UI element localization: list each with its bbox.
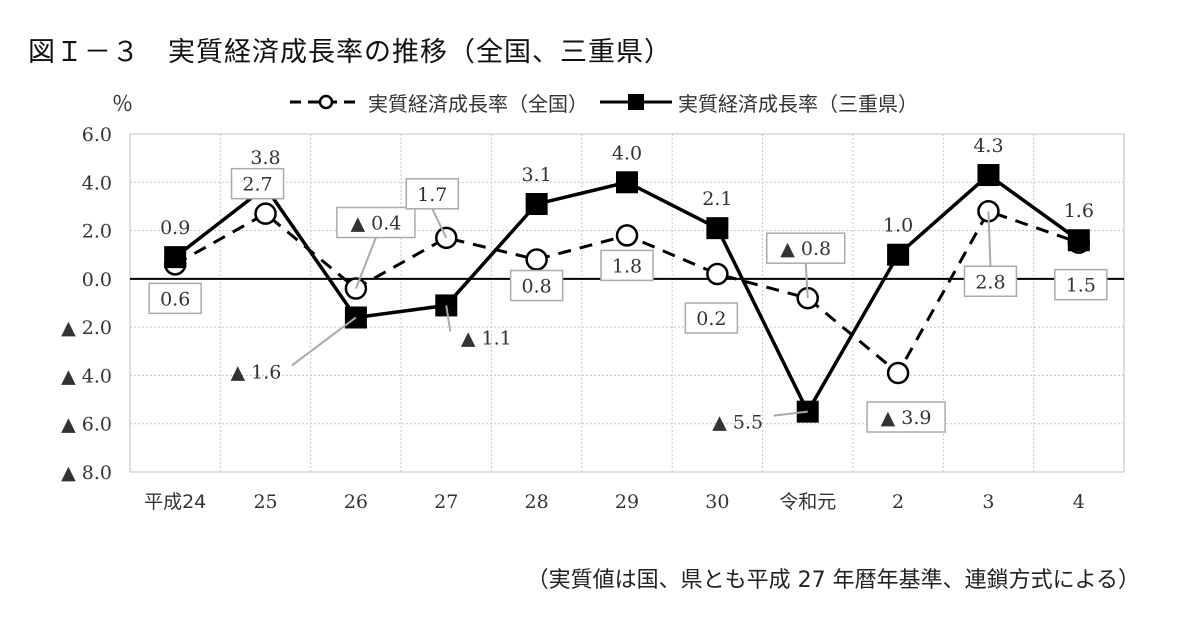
legend-swatch-solid-square <box>600 94 672 110</box>
data-label-mie: 3.8 <box>250 147 280 169</box>
legend-label-national: 実質経済成長率（全国） <box>368 91 588 116</box>
legend-label-mie: 実質経済成長率（三重県） <box>678 91 918 116</box>
data-label-mie: 1.6 <box>1064 200 1094 222</box>
point-national <box>254 202 277 225</box>
figure-note: （実質値は国、県とも平成 27 年暦年基準、連鎖方式による） <box>526 568 1140 593</box>
x-tick-label: 29 <box>615 491 639 513</box>
y-tick-label: ▲ 2.0 <box>61 317 112 339</box>
point-mie <box>616 171 638 194</box>
label-leader <box>987 211 992 267</box>
legend-swatch-dashed-circle <box>290 94 362 110</box>
x-tick-label: 令和元 <box>779 491 836 513</box>
point-national <box>706 262 729 286</box>
point-national <box>615 224 639 247</box>
data-label-national: 0.2 <box>696 308 726 330</box>
legend-item-national: 実質経済成長率（全国） <box>288 88 588 117</box>
data-label-box-national <box>148 282 202 315</box>
legend-item-mie: 実質経済成長率（三重県） <box>598 88 918 117</box>
data-label-national: 1.5 <box>1066 275 1096 297</box>
x-tick-label: 3 <box>982 491 994 513</box>
x-tick-label: 28 <box>525 491 549 513</box>
label-leader <box>773 410 808 417</box>
data-label-mie: 2.1 <box>702 188 732 210</box>
x-tick-label: 平成24 <box>144 491 206 513</box>
point-mie <box>164 246 187 269</box>
label-leader <box>291 316 357 367</box>
point-mie <box>525 193 548 216</box>
data-label-national: 1.7 <box>417 184 447 206</box>
point-mie <box>887 243 910 266</box>
data-label-box-national <box>963 265 1018 298</box>
data-label-box-national <box>336 206 416 239</box>
y-tick-label: ▲ 6.0 <box>61 414 112 436</box>
data-label-box-national <box>1054 268 1108 301</box>
data-label-mie: 4.3 <box>973 135 1003 157</box>
y-tick-label: ▲ 8.0 <box>61 462 112 484</box>
y-tick-label: ▲ 4.0 <box>61 365 112 387</box>
point-national <box>886 361 910 385</box>
data-label-national: 0.6 <box>160 288 190 310</box>
x-tick-label: 25 <box>253 491 277 513</box>
point-mie <box>1067 229 1090 252</box>
data-label-box-national <box>765 232 846 264</box>
point-national <box>525 248 548 271</box>
label-leader <box>445 305 452 332</box>
x-tick-label: 27 <box>434 491 458 513</box>
legend: 実質経済成長率（全国） 実質経済成長率（三重県） <box>288 88 928 116</box>
data-label-box-national <box>600 249 654 282</box>
point-mie <box>977 164 1000 187</box>
data-label-mie: 1.0 <box>883 215 913 237</box>
x-tick-label: 30 <box>705 491 729 513</box>
y-tick-label: 2.0 <box>82 221 112 243</box>
y-tick-label: 6.0 <box>82 124 112 146</box>
data-label-national: 2.8 <box>975 271 1005 293</box>
data-label-mie: 0.9 <box>160 217 190 239</box>
data-label-national: 1.8 <box>612 255 642 277</box>
x-tick-label: 26 <box>344 491 368 513</box>
data-label-mie: 3.1 <box>522 164 552 186</box>
data-label-mie: 4.0 <box>612 142 642 164</box>
label-leader <box>431 208 448 239</box>
data-label-box-national <box>405 178 460 210</box>
figure-title: 図Ｉ－３ 実質経済成長率の推移（全国、三重県） <box>28 37 672 68</box>
data-label-box-national <box>230 167 285 200</box>
label-leader <box>804 263 809 299</box>
data-label-mie: ▲ 5.5 <box>712 412 763 434</box>
data-label-box-national <box>866 401 946 433</box>
y-axis-unit: ％ <box>112 92 133 116</box>
data-label-national: ▲ 0.4 <box>350 213 401 235</box>
y-tick-label: 4.0 <box>82 172 112 194</box>
data-label-national: 2.7 <box>242 174 272 196</box>
y-tick-label: 0.0 <box>82 269 112 291</box>
data-label-mie: ▲ 1.6 <box>230 361 281 383</box>
x-tick-label: 2 <box>892 491 904 513</box>
data-label-national: ▲ 3.9 <box>881 407 932 429</box>
data-label-national: ▲ 0.8 <box>780 238 831 260</box>
x-tick-label: 4 <box>1073 491 1085 513</box>
data-label-box-national <box>684 302 739 334</box>
data-label-national: 0.8 <box>522 276 552 298</box>
data-label-mie: ▲ 1.1 <box>461 327 512 349</box>
label-leader <box>354 237 377 289</box>
point-mie <box>706 217 729 240</box>
data-label-box-national <box>509 269 564 302</box>
